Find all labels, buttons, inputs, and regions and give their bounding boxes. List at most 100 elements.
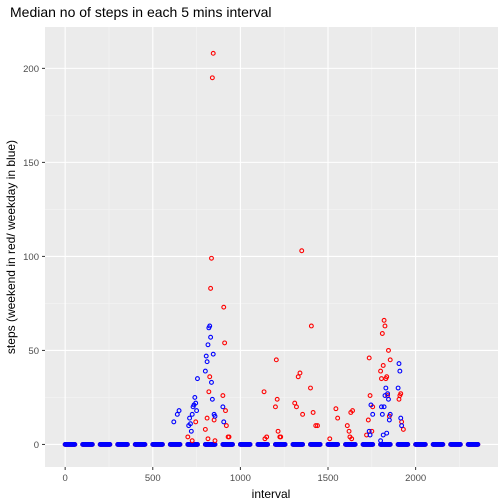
data-point bbox=[206, 389, 212, 395]
data-point bbox=[124, 441, 130, 447]
data-point bbox=[187, 415, 193, 421]
data-point bbox=[209, 255, 214, 261]
x-tick-label: 1500 bbox=[317, 473, 338, 484]
data-point bbox=[204, 359, 210, 365]
y-tick-label: 200 bbox=[23, 64, 39, 75]
data-point bbox=[352, 441, 358, 447]
data-point bbox=[204, 415, 210, 421]
data-point bbox=[192, 394, 198, 400]
data-point bbox=[317, 441, 323, 447]
data-point bbox=[177, 441, 183, 447]
y-axis-label: steps (weekend in red/ weekday in blue) bbox=[4, 140, 18, 354]
data-point bbox=[275, 428, 281, 434]
data-point bbox=[176, 408, 182, 414]
data-point bbox=[475, 441, 481, 447]
data-point bbox=[400, 426, 406, 432]
data-point bbox=[142, 441, 148, 447]
data-point bbox=[333, 406, 339, 412]
grid-lines bbox=[45, 27, 498, 467]
data-point bbox=[278, 434, 284, 440]
data-point bbox=[335, 441, 341, 447]
data-point bbox=[350, 408, 355, 414]
data-point bbox=[300, 441, 306, 447]
data-point bbox=[380, 363, 386, 368]
data-point bbox=[381, 317, 387, 323]
data-point bbox=[397, 368, 403, 374]
data-point bbox=[265, 441, 271, 447]
data-point bbox=[381, 404, 387, 410]
data-point bbox=[405, 441, 411, 447]
data-point bbox=[171, 419, 177, 425]
data-point bbox=[308, 385, 313, 391]
data-point bbox=[193, 400, 199, 406]
data-point bbox=[327, 436, 333, 442]
data-point bbox=[261, 389, 267, 395]
data-point bbox=[212, 438, 218, 444]
data-point bbox=[202, 368, 208, 374]
data-point bbox=[220, 404, 226, 410]
data-point bbox=[386, 417, 392, 423]
data-point bbox=[379, 331, 385, 336]
data-point bbox=[369, 428, 375, 434]
data-point bbox=[264, 434, 270, 440]
data-point bbox=[300, 411, 306, 417]
data-point bbox=[188, 428, 194, 434]
x-tick-label: 1000 bbox=[230, 473, 251, 484]
data-point bbox=[440, 441, 446, 447]
data-point bbox=[349, 436, 355, 442]
data-point bbox=[189, 438, 195, 444]
x-axis: 0 500 1000 1500 2000 bbox=[63, 467, 426, 484]
data-point bbox=[209, 75, 215, 81]
data-point bbox=[273, 357, 279, 363]
data-point bbox=[398, 391, 404, 397]
data-point bbox=[384, 430, 390, 436]
data-points bbox=[62, 50, 481, 447]
data-point bbox=[210, 351, 216, 357]
data-point bbox=[205, 342, 211, 348]
x-tick-label: 0 bbox=[63, 473, 68, 484]
data-point bbox=[386, 347, 391, 353]
data-point bbox=[230, 441, 235, 447]
y-tick-label: 0 bbox=[34, 440, 39, 451]
data-point bbox=[387, 411, 393, 417]
data-point bbox=[202, 426, 208, 432]
plot-panel bbox=[45, 27, 498, 467]
data-point bbox=[386, 396, 391, 402]
data-point bbox=[378, 368, 384, 374]
data-point bbox=[222, 340, 228, 346]
data-point bbox=[189, 411, 195, 417]
data-point bbox=[212, 413, 218, 419]
data-point bbox=[380, 432, 386, 438]
y-tick-label: 50 bbox=[28, 346, 39, 357]
data-point bbox=[366, 355, 372, 361]
data-point bbox=[370, 441, 376, 447]
data-point bbox=[396, 361, 402, 367]
data-point bbox=[188, 421, 193, 427]
data-point bbox=[292, 400, 298, 406]
data-point bbox=[370, 411, 376, 417]
data-point bbox=[220, 393, 226, 398]
data-point bbox=[399, 423, 405, 429]
data-point bbox=[223, 408, 228, 414]
data-point bbox=[72, 441, 78, 447]
data-point bbox=[297, 370, 303, 376]
data-point bbox=[379, 404, 384, 410]
y-tick-label: 150 bbox=[23, 158, 39, 169]
data-point bbox=[282, 441, 288, 447]
data-point bbox=[195, 376, 200, 382]
data-point bbox=[272, 404, 278, 410]
data-point bbox=[209, 396, 215, 402]
data-point bbox=[174, 411, 180, 417]
data-point bbox=[223, 423, 229, 429]
data-point bbox=[344, 423, 350, 429]
data-point bbox=[207, 374, 213, 380]
data-point bbox=[313, 423, 319, 429]
data-point bbox=[378, 438, 384, 444]
data-point bbox=[226, 434, 232, 440]
data-point bbox=[367, 432, 373, 438]
data-point bbox=[89, 441, 95, 447]
data-point bbox=[247, 441, 253, 447]
data-point bbox=[379, 376, 384, 382]
data-point bbox=[159, 441, 165, 447]
